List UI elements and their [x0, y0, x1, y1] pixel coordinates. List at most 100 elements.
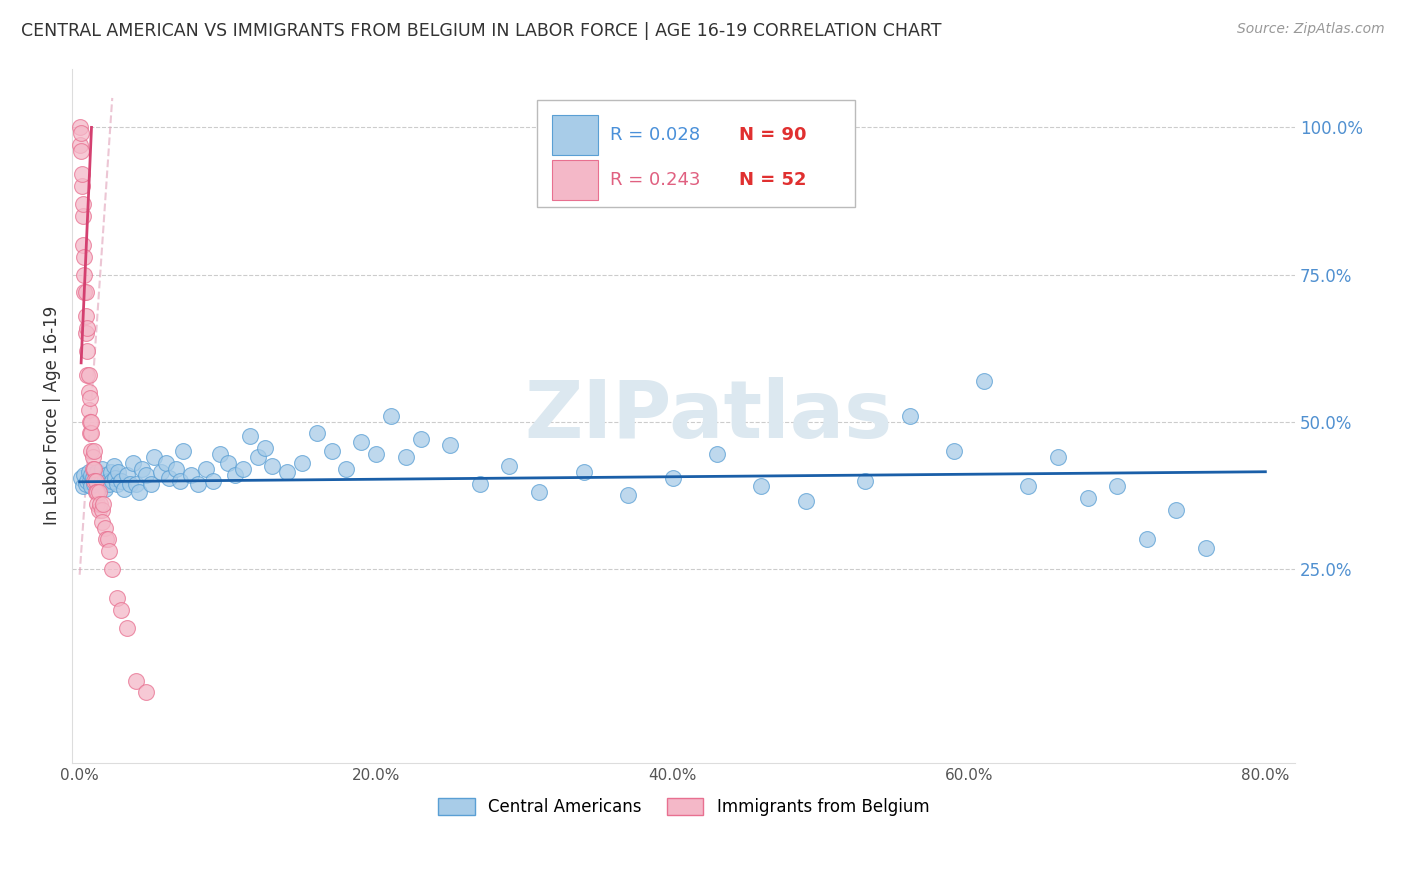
Point	[364, 447, 387, 461]
Point	[79, 426, 101, 441]
Point	[224, 467, 246, 482]
Point	[468, 476, 491, 491]
Point	[94, 521, 117, 535]
Text: N = 90: N = 90	[738, 126, 806, 145]
Point	[73, 285, 96, 300]
Y-axis label: In Labor Force | Age 16-19: In Labor Force | Age 16-19	[44, 306, 60, 525]
Point	[83, 474, 105, 488]
Text: R = 0.243: R = 0.243	[610, 171, 700, 189]
Point	[135, 467, 157, 482]
Point	[76, 320, 98, 334]
Point	[973, 374, 995, 388]
Point	[118, 476, 141, 491]
Point	[943, 444, 966, 458]
Point	[84, 474, 107, 488]
Point	[125, 476, 148, 491]
Point	[107, 465, 129, 479]
Point	[70, 168, 93, 182]
Point	[70, 470, 93, 484]
Point	[165, 462, 187, 476]
Point	[232, 462, 254, 476]
Point	[110, 474, 132, 488]
Point	[93, 476, 115, 491]
Point	[409, 433, 432, 447]
Point	[115, 467, 138, 482]
Text: CENTRAL AMERICAN VS IMMIGRANTS FROM BELGIUM IN LABOR FORCE | AGE 16-19 CORRELATI: CENTRAL AMERICAN VS IMMIGRANTS FROM BELG…	[21, 22, 942, 40]
Bar	[551, 161, 598, 201]
Point	[661, 470, 683, 484]
Point	[84, 485, 107, 500]
Point	[105, 476, 128, 491]
Point	[75, 309, 97, 323]
Point	[87, 470, 110, 484]
Point	[1195, 541, 1218, 556]
Point	[115, 621, 138, 635]
Point	[82, 470, 104, 484]
Point	[246, 450, 269, 464]
Point	[187, 476, 209, 491]
Point	[150, 465, 173, 479]
Point	[72, 238, 94, 252]
Point	[73, 467, 96, 482]
Point	[98, 544, 121, 558]
Point	[84, 467, 107, 482]
Point	[90, 503, 112, 517]
Point	[380, 409, 402, 423]
Point	[83, 444, 105, 458]
Point	[69, 120, 91, 135]
Point	[98, 476, 121, 491]
Point	[169, 474, 191, 488]
Point	[70, 144, 93, 158]
Point	[80, 426, 103, 441]
Point	[87, 503, 110, 517]
Point	[209, 447, 232, 461]
Point	[131, 462, 153, 476]
Text: ZIPatlas: ZIPatlas	[524, 376, 893, 455]
Point	[751, 479, 773, 493]
Point	[75, 476, 97, 491]
Point	[202, 474, 225, 488]
Point	[83, 476, 105, 491]
Point	[72, 209, 94, 223]
Point	[101, 562, 124, 576]
Point	[276, 465, 298, 479]
Point	[706, 447, 728, 461]
Point	[86, 474, 108, 488]
Point	[73, 250, 96, 264]
Point	[498, 458, 520, 473]
Point	[335, 462, 357, 476]
Point	[76, 344, 98, 359]
Point	[305, 426, 328, 441]
Point	[77, 385, 100, 400]
Point	[135, 685, 157, 699]
Point	[80, 415, 103, 429]
Point	[101, 474, 124, 488]
Point	[70, 179, 93, 194]
Point	[100, 465, 122, 479]
Point	[105, 591, 128, 606]
Point	[75, 285, 97, 300]
Point	[350, 435, 373, 450]
Point	[72, 197, 94, 211]
Point	[97, 533, 120, 547]
Point	[217, 456, 239, 470]
Point	[194, 462, 217, 476]
Point	[794, 494, 817, 508]
Point	[77, 368, 100, 382]
Point	[80, 479, 103, 493]
Point	[1046, 450, 1069, 464]
Point	[69, 138, 91, 153]
Point	[104, 470, 127, 484]
Point	[82, 462, 104, 476]
Point	[96, 467, 118, 482]
Point	[1136, 533, 1159, 547]
Point	[73, 268, 96, 282]
Point	[157, 470, 180, 484]
Point	[89, 476, 111, 491]
Point	[180, 467, 202, 482]
Text: Source: ZipAtlas.com: Source: ZipAtlas.com	[1237, 22, 1385, 37]
Point	[77, 465, 100, 479]
Point	[898, 409, 921, 423]
Point	[79, 415, 101, 429]
Point	[86, 497, 108, 511]
